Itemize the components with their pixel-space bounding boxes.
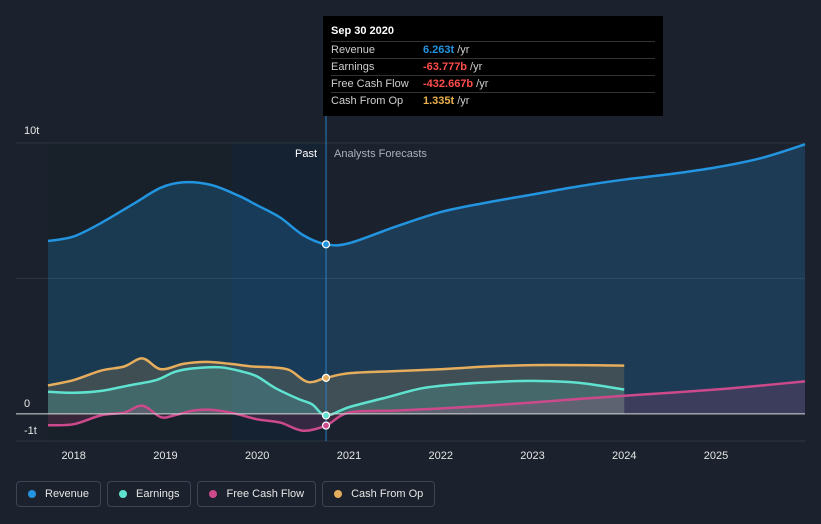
legend-dot-icon	[209, 490, 218, 498]
tooltip-label: Revenue	[331, 44, 376, 56]
series-line-cash-from-op	[47, 357, 625, 387]
legend-label: Revenue	[45, 488, 90, 500]
legend-dot-icon	[334, 490, 343, 498]
series-line-earnings	[47, 365, 625, 417]
tooltip-label: Free Cash Flow	[331, 78, 409, 90]
legend-label: Free Cash Flow	[226, 488, 305, 500]
tooltip-date: Sep 30 2020	[331, 25, 394, 37]
legend-label: Earnings	[136, 488, 180, 500]
x-tick-label: 2024	[612, 450, 636, 462]
legend-item-earnings[interactable]: Earnings	[107, 481, 192, 507]
tooltip-row-free-cash-flow: Free Cash Flow -432.667b /yr	[331, 75, 655, 92]
y-tick-label: 0	[24, 398, 30, 410]
financials-chart: Past Analysts Forecasts 10t 0 -1t 2018 2019 202…	[16, 100, 806, 462]
tooltip-row-earnings: Earnings -63.777b /yr	[331, 58, 655, 75]
tooltip: Sep 30 2020 Revenue 6.263t /yr Earnings …	[323, 16, 663, 116]
legend: Revenue Earnings Free Cash Flow Cash Fro…	[16, 481, 436, 507]
tooltip-unit: /yr	[470, 61, 483, 73]
series-area-revenue	[48, 144, 805, 414]
tooltip-unit: /yr	[457, 44, 470, 56]
y-tick-label: 10t	[24, 125, 39, 137]
marker-revenue	[321, 240, 331, 249]
legend-item-cash-from-op[interactable]: Cash From Op	[322, 481, 436, 507]
marker-earnings	[321, 411, 331, 420]
legend-item-revenue[interactable]: Revenue	[16, 481, 102, 507]
marker-cash-from-op	[321, 373, 331, 382]
tooltip-value: -63.777b	[423, 61, 468, 73]
label-past: Past	[295, 148, 317, 160]
marker-free-cash-flow	[321, 421, 331, 430]
tooltip-label: Earnings	[331, 61, 375, 73]
x-tick-label: 2021	[337, 450, 361, 462]
tooltip-value: 1.335t	[423, 95, 455, 107]
legend-dot-icon	[28, 490, 36, 498]
series-area-free-cash-flow	[48, 381, 805, 431]
series-area-cash-from-op	[48, 358, 625, 414]
legend-item-free-cash-flow[interactable]: Free Cash Flow	[197, 481, 317, 507]
label-forecast: Analysts Forecasts	[334, 148, 427, 160]
tooltip-row-cash-from-op: Cash From Op 1.335t /yr	[331, 92, 655, 109]
x-tick-label: 2018	[61, 450, 85, 462]
y-tick-label: -1t	[24, 425, 37, 437]
tooltip-unit: /yr	[457, 95, 470, 107]
tooltip-value: 6.263t	[423, 44, 455, 56]
x-tick-label: 2025	[704, 450, 728, 462]
tooltip-unit: /yr	[476, 78, 489, 90]
series-area-earnings	[48, 367, 625, 416]
x-tick-label: 2022	[428, 450, 452, 462]
x-tick-label: 2020	[245, 450, 269, 462]
tooltip-row-revenue: Revenue 6.263t /yr	[331, 41, 655, 58]
legend-label: Cash From Op	[351, 488, 424, 500]
legend-dot-icon	[119, 490, 128, 498]
tooltip-value: -432.667b	[423, 78, 474, 90]
tooltip-label: Cash From Op	[331, 95, 404, 107]
x-tick-label: 2019	[153, 450, 177, 462]
series-line-free-cash-flow	[47, 380, 806, 433]
past-highlight-band	[231, 143, 327, 441]
x-tick-label: 2023	[520, 450, 544, 462]
